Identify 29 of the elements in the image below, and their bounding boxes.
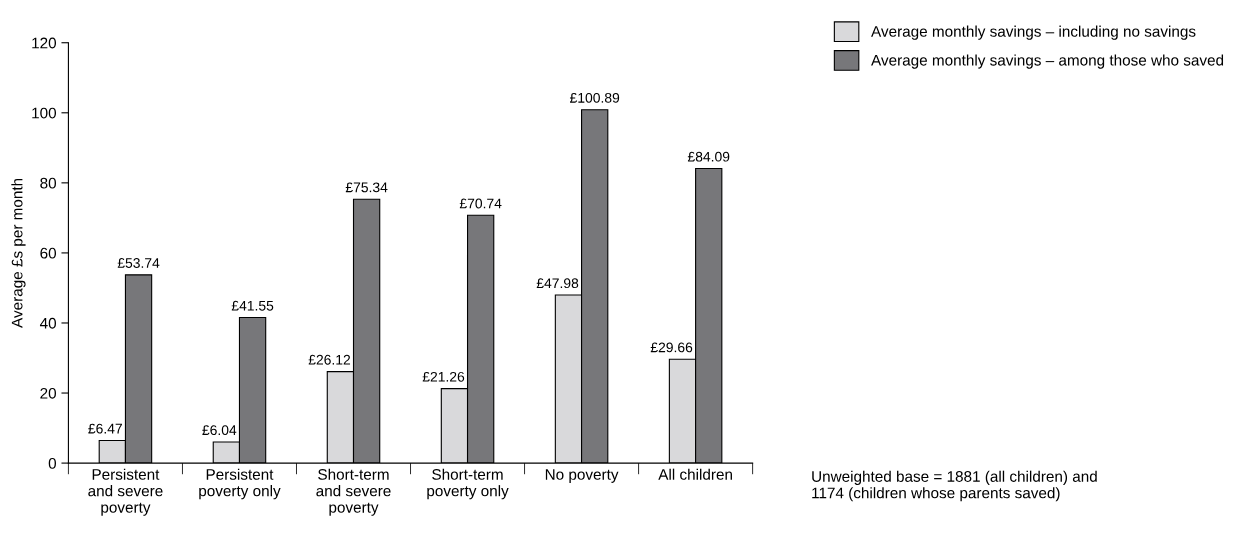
text: Unweighted base = 1881 (all children) and 1174 (children whose parents saved)	[812, 470, 1097, 502]
data-label: £100.89	[569, 92, 620, 103]
x-tick-label: Persistent poverty only	[199, 468, 281, 500]
data-label: £6.04	[202, 425, 237, 436]
data-label: £70.74	[459, 198, 502, 209]
data-label: £21.26	[422, 371, 465, 382]
data-label: £53.74	[117, 258, 160, 268]
legend-label: Average monthly savings – among those who saved	[871, 54, 1224, 69]
y-tick-label: 60	[40, 247, 57, 259]
x-tick-label: Short-term poverty only	[427, 468, 509, 500]
y-tick-label: 100	[32, 107, 57, 119]
y-tick-label: 120	[32, 37, 57, 49]
data-label: £41.55	[231, 300, 274, 311]
y-tick-label: 40	[39, 317, 57, 329]
y-tick-label: 0	[48, 457, 57, 469]
legend-label: Average monthly savings – including no savings	[871, 25, 1196, 40]
data-label: £84.09	[687, 151, 730, 162]
y-tick-label: 20	[40, 387, 57, 399]
y-axis-title: Average £s per month	[11, 178, 26, 328]
data-label: £47.98	[536, 278, 579, 289]
data-label: £26.12	[308, 354, 351, 365]
x-tick-label: Persistent and severe poverty	[88, 468, 163, 516]
data-label: £75.34	[345, 182, 388, 193]
y-tick-label: 80	[40, 177, 57, 189]
x-tick-label: No poverty	[545, 469, 619, 483]
data-label: £29.66	[650, 342, 693, 353]
x-tick-label: All children	[658, 468, 732, 480]
x-tick-label: Short-term and severe poverty	[316, 468, 391, 516]
data-label: £6.47	[88, 423, 122, 434]
